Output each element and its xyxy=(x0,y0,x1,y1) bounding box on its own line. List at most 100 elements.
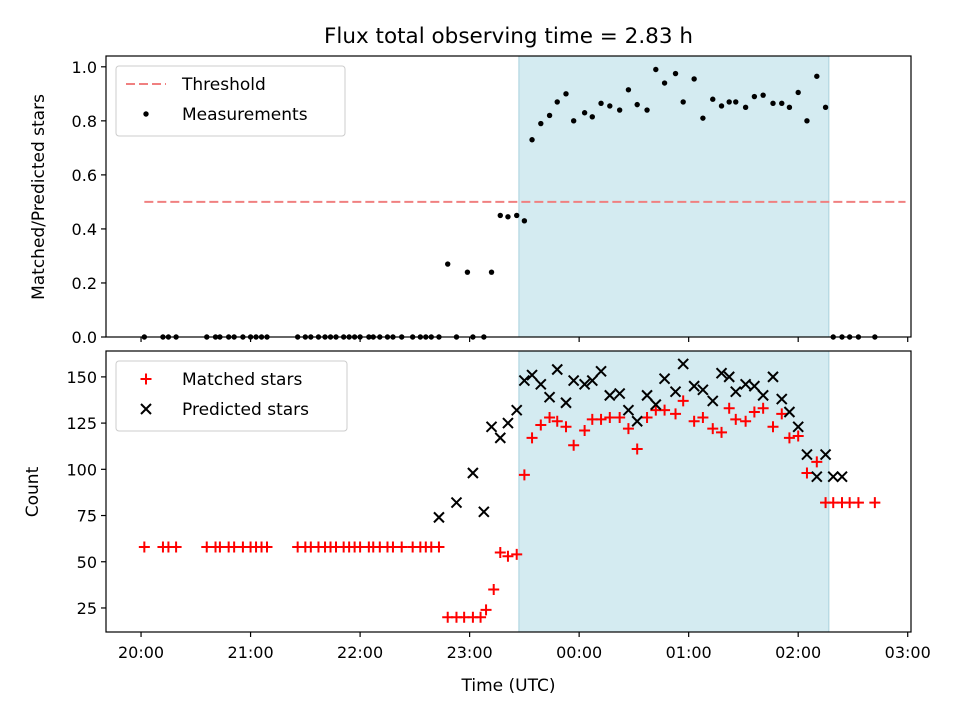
matched-star-point xyxy=(595,413,607,425)
predicted-star-point xyxy=(650,398,662,411)
matched-star-point xyxy=(707,423,719,435)
matched-star-point xyxy=(688,415,700,427)
matched-star-point xyxy=(677,395,689,407)
matched-star-point xyxy=(614,412,626,424)
predicted-star-point xyxy=(578,378,591,390)
predicted-star-point xyxy=(776,393,788,405)
x-tick-label: 23:00 xyxy=(447,643,493,662)
predicted-star-point xyxy=(478,506,490,518)
measurement-point xyxy=(718,103,725,109)
predicted-star-point xyxy=(783,406,796,418)
predicted-star-point xyxy=(613,387,626,400)
x-tick-label: 00:00 xyxy=(556,643,602,662)
predicted-star-point xyxy=(827,471,839,483)
matched-star-point xyxy=(544,412,556,424)
x-tick-label: 21:00 xyxy=(228,643,274,662)
measurement-point xyxy=(653,66,659,73)
matched-star-point xyxy=(852,497,864,509)
measurement-point xyxy=(742,104,749,111)
y-tick-label: 50 xyxy=(77,553,97,572)
predicted-star-point xyxy=(811,471,823,483)
predicted-star-point xyxy=(560,397,572,409)
matched-star-point xyxy=(641,412,653,424)
y-tick-label: 0.6 xyxy=(72,166,97,185)
predicted-star-point xyxy=(739,378,752,390)
measurement-point xyxy=(672,70,679,77)
predicted-star-point xyxy=(723,371,735,383)
x-tick-label: 02:00 xyxy=(775,643,821,662)
measurement-point xyxy=(488,269,495,275)
legend-predicted-swatch xyxy=(140,403,152,415)
matched-star-point xyxy=(716,426,728,438)
predicted-star-point xyxy=(669,385,682,398)
matched-star-point xyxy=(396,541,408,553)
predicted-star-point xyxy=(715,367,728,379)
y-tick-label: 100 xyxy=(66,460,97,479)
predicted-star-point xyxy=(836,471,848,483)
y-tick-label: 125 xyxy=(66,414,97,433)
matched-star-point xyxy=(670,408,682,420)
matched-star-point xyxy=(488,583,500,595)
matched-star-point xyxy=(560,421,572,433)
y-tick-label: 0.0 xyxy=(72,328,97,347)
measurement-point xyxy=(770,100,776,106)
measurement-point xyxy=(795,89,801,96)
predicted-star-point xyxy=(697,384,709,396)
y-tick-label: 0.2 xyxy=(72,274,97,293)
predicted-star-point xyxy=(543,391,556,403)
matched-star-point xyxy=(138,541,150,553)
x-axis-label: Time (UTC) xyxy=(461,676,556,696)
predicted-star-point xyxy=(502,417,514,429)
x-tick-label: 01:00 xyxy=(666,643,712,662)
matched-star-point xyxy=(776,408,788,420)
legend-box xyxy=(115,65,346,137)
legend-label: Predicted stars xyxy=(182,400,309,420)
matched-star-point xyxy=(622,423,634,435)
predicted-star-point xyxy=(485,421,498,433)
predicted-star-point xyxy=(567,374,580,387)
matched-star-point xyxy=(511,548,523,560)
matched-star-point xyxy=(535,419,547,431)
matched-star-point xyxy=(631,443,643,455)
plot-frame xyxy=(105,55,912,338)
predicted-star-point xyxy=(641,389,653,402)
measurement-point xyxy=(563,91,569,97)
predicted-star-point xyxy=(792,421,804,433)
y-tick-label: 0.4 xyxy=(72,220,97,239)
measurement-point xyxy=(691,76,697,82)
top-panel: 0.0 0.2 0.4 0.6 0.8 1.0 Threshold Measurements xyxy=(72,55,912,347)
matched-star-point xyxy=(433,541,445,553)
measurement-point xyxy=(464,269,471,275)
x-tick-label: 03:00 xyxy=(885,643,931,662)
measurement-point xyxy=(733,99,739,105)
legend-label: Threshold xyxy=(181,75,266,95)
matched-star-point xyxy=(723,402,735,414)
measurement-point xyxy=(598,100,604,106)
legend-box xyxy=(115,360,348,432)
plot-frame xyxy=(105,350,912,633)
matched-star-point xyxy=(604,412,616,424)
measurement-point xyxy=(710,96,716,102)
predicted-star-point xyxy=(631,415,643,427)
matched-star-point xyxy=(783,432,795,444)
predicted-star-point xyxy=(658,373,671,385)
predicted-star-point xyxy=(535,378,547,390)
predicted-star-point xyxy=(730,385,742,398)
matched-star-point xyxy=(869,497,881,509)
measurement-point xyxy=(751,93,758,100)
measurement-point xyxy=(607,103,613,109)
matched-star-point xyxy=(792,430,804,442)
measurement-point xyxy=(644,107,650,113)
matched-star-point xyxy=(480,604,492,616)
predicted-star-point xyxy=(757,389,769,402)
matched-star-point xyxy=(261,541,273,553)
legend-matched-swatch xyxy=(140,373,152,385)
measurement-point xyxy=(680,99,686,105)
measurement-point xyxy=(546,112,553,119)
measurement-point xyxy=(521,218,528,224)
matched-star-point xyxy=(811,456,823,468)
measurement-point xyxy=(760,92,766,98)
predicted-star-point xyxy=(748,380,761,392)
measurement-point xyxy=(505,214,511,220)
